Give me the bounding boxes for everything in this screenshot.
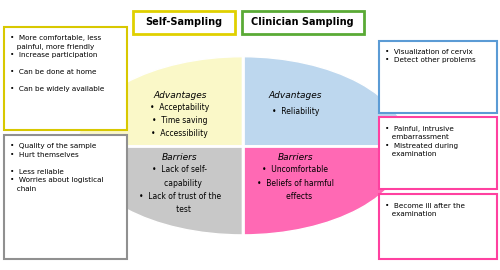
Wedge shape	[242, 146, 408, 235]
Text: •  More comfortable, less
   painful, more friendly
•  Increase participation

•: • More comfortable, less painful, more f…	[10, 35, 104, 92]
Text: •  Lack of self-
   capability
•  Lack of trust of the
   test: • Lack of self- capability • Lack of tru…	[138, 166, 221, 214]
FancyBboxPatch shape	[4, 27, 126, 130]
FancyBboxPatch shape	[379, 194, 496, 259]
Text: •  Uncomfortable
•  Beliefs of harmful
   effects: • Uncomfortable • Beliefs of harmful eff…	[257, 166, 334, 201]
Text: Barriers: Barriers	[162, 153, 198, 162]
Text: Barriers: Barriers	[278, 153, 313, 162]
Text: •  Reliability: • Reliability	[272, 107, 319, 116]
Wedge shape	[242, 57, 408, 146]
FancyBboxPatch shape	[379, 40, 496, 113]
Text: Advantages: Advantages	[268, 90, 322, 100]
Text: Self-Sampling: Self-Sampling	[145, 17, 222, 27]
Wedge shape	[78, 146, 242, 235]
Text: •  Quality of the sample
•  Hurt themselves

•  Less reliable
•  Worries about l: • Quality of the sample • Hurt themselve…	[10, 143, 104, 192]
FancyBboxPatch shape	[132, 11, 235, 34]
FancyBboxPatch shape	[379, 117, 496, 189]
FancyBboxPatch shape	[4, 135, 126, 259]
Text: •  Become ill after the
   examination: • Become ill after the examination	[385, 202, 465, 217]
Wedge shape	[78, 57, 242, 146]
Text: •  Visualization of cervix
•  Detect other problems: • Visualization of cervix • Detect other…	[385, 49, 476, 63]
Text: Clinician Sampling: Clinician Sampling	[252, 17, 354, 27]
FancyBboxPatch shape	[242, 11, 364, 34]
Text: •  Painful, intrusive
   embarrassment
•  Mistreated during
   examination: • Painful, intrusive embarrassment • Mis…	[385, 126, 458, 157]
Text: •  Acceptability
•  Time saving
•  Accessibility: • Acceptability • Time saving • Accessib…	[150, 103, 210, 139]
Text: Advantages: Advantages	[153, 90, 206, 100]
